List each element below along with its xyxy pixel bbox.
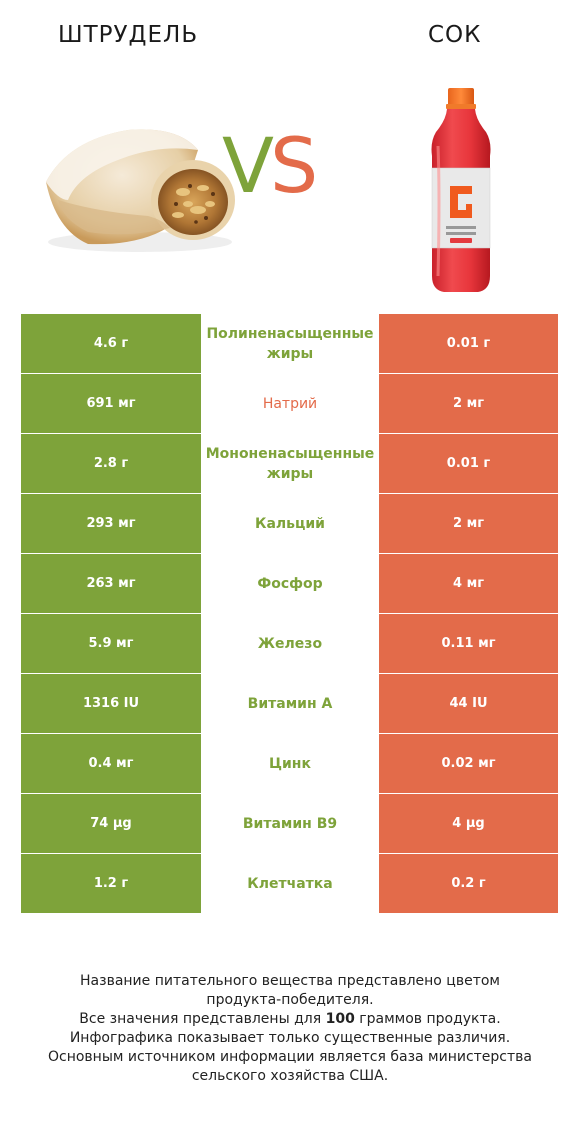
footer-line: Инфографика показывает только существенн… (69, 1030, 511, 1046)
table-row: 4.6 г Полиненасыщенные жиры 0.01 г (21, 314, 558, 374)
left-value: 263 мг (21, 554, 201, 613)
comparison-table: 4.6 г Полиненасыщенные жиры 0.01 г 691 мг На… (21, 314, 558, 914)
table-row: 293 мг Кальций 2 мг (21, 494, 558, 554)
right-value: 4 µg (379, 794, 558, 853)
nutrient-name: Цинк (201, 734, 379, 793)
table-row: 1.2 г Клетчатка 0.2 г (21, 854, 558, 914)
right-product-title: СОК (428, 22, 482, 48)
right-value: 0.01 г (379, 434, 558, 493)
footer-line: Все значения представлены для 100 граммо… (79, 1011, 501, 1027)
right-value: 0.11 мг (379, 614, 558, 673)
nutrient-name: Мононенасыщенные жиры (201, 434, 379, 493)
table-row: 691 мг Натрий 2 мг (21, 374, 558, 434)
left-value: 691 мг (21, 374, 201, 433)
left-value: 293 мг (21, 494, 201, 553)
right-value: 2 мг (379, 494, 558, 553)
right-value: 44 IU (379, 674, 558, 733)
table-row: 1316 IU Витамин A 44 IU (21, 674, 558, 734)
left-value: 5.9 мг (21, 614, 201, 673)
vs-label: VS (222, 121, 318, 210)
right-value: 0.02 мг (379, 734, 558, 793)
right-value: 0.01 г (379, 314, 558, 373)
juice-bottle-image (431, 88, 491, 292)
footer-note: Название питательного вещества представл… (20, 972, 560, 1086)
left-value: 1.2 г (21, 854, 201, 913)
left-value: 0.4 мг (21, 734, 201, 793)
table-row: 74 µg Витамин B9 4 µg (21, 794, 558, 854)
right-value: 0.2 г (379, 854, 558, 913)
left-value: 2.8 г (21, 434, 201, 493)
nutrient-name: Фосфор (201, 554, 379, 613)
table-row: 263 мг Фосфор 4 мг (21, 554, 558, 614)
nutrient-name: Клетчатка (201, 854, 379, 913)
table-row: 5.9 мг Железо 0.11 мг (21, 614, 558, 674)
footer-line: продукта-победителя. (206, 992, 374, 1008)
right-value: 4 мг (379, 554, 558, 613)
nutrient-name: Натрий (201, 374, 379, 433)
footer-line: сельского хозяйства США. (191, 1068, 389, 1084)
left-value: 1316 IU (21, 674, 201, 733)
nutrient-name: Витамин A (201, 674, 379, 733)
nutrient-name: Витамин B9 (201, 794, 379, 853)
left-value: 4.6 г (21, 314, 201, 373)
left-value: 74 µg (21, 794, 201, 853)
nutrient-name: Кальций (201, 494, 379, 553)
footer-line: Название питательного вещества представл… (80, 973, 500, 989)
table-row: 2.8 г Мононенасыщенные жиры 0.01 г (21, 434, 558, 494)
footer-line: Основным источником информации является … (48, 1049, 532, 1065)
nutrient-name: Полиненасыщенные жиры (201, 314, 379, 373)
left-product-title: ШТРУДЕЛЬ (58, 22, 199, 48)
nutrient-name: Железо (201, 614, 379, 673)
table-row: 0.4 мг Цинк 0.02 мг (21, 734, 558, 794)
strudel-image (46, 129, 235, 252)
right-value: 2 мг (379, 374, 558, 433)
